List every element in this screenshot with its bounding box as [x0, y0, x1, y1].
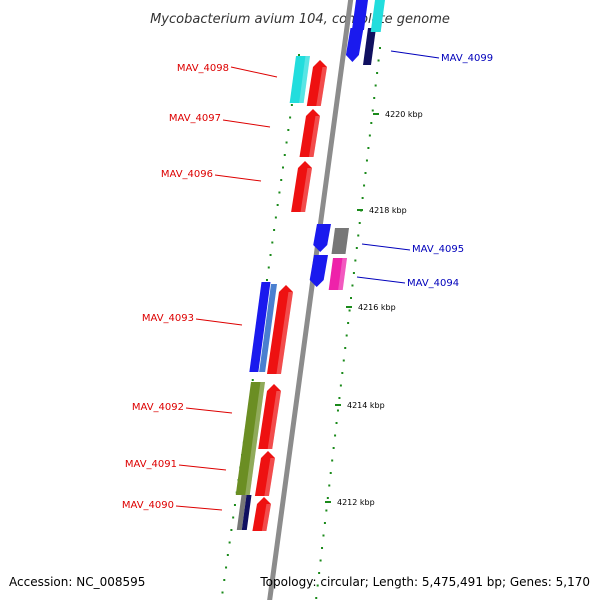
right-tick-rail: [315, 47, 381, 599]
gene-block-blue-4093: [249, 282, 271, 372]
gene-block-mav-4099: [345, 28, 364, 62]
genome-backbone: [267, 0, 354, 600]
gene-block-mav-4094: [309, 255, 328, 287]
kbp-label: 4214 kbp: [347, 401, 385, 410]
gene-block-top-blue: [351, 0, 368, 30]
map-title: Mycobacterium avium 104, complete genome: [150, 12, 450, 27]
genome-summary-text: Topology: circular; Length: 5,475,491 bp…: [259, 575, 590, 589]
gene-label-mav-4097: MAV_4097: [169, 113, 221, 124]
kbp-label: 4218 kbp: [369, 206, 407, 215]
gene-block-mav-4094-b-highlight: [338, 258, 347, 290]
gene-block-mav-4097-highlight: [308, 116, 320, 157]
gene-labels: MAV_4099 MAV_4098 MAV_4097 MAV_4096 MAV_4095…: [122, 50, 493, 511]
gene-block-top-cyan: [370, 0, 385, 32]
gene-leader-line: [178, 464, 227, 471]
gene-leader-line: [230, 66, 278, 78]
gene-leader-line: [222, 119, 271, 128]
gene-block-mav-4096-highlight: [300, 168, 312, 212]
gene-block-mav-4098-highlight: [316, 67, 327, 106]
gene-leader-line: [361, 243, 411, 251]
gene-block-lblue-4093: [259, 284, 277, 372]
gene-block-olive-4092-highlight: [245, 382, 265, 495]
gene-block-navy-4090: [241, 495, 252, 530]
gene-block-mav-4095: [313, 224, 331, 252]
gene-block-olive-4092: [235, 382, 265, 495]
gene-leader-line: [390, 50, 440, 59]
gene-leader-line: [195, 318, 243, 326]
gene-block-mav-4090: [252, 497, 271, 531]
gene-label-mav-4091: MAV_4091: [125, 459, 177, 470]
accession-text: Accession: NC_008595: [9, 575, 145, 589]
gene-block-cyan-4098-highlight: [299, 56, 310, 103]
gene-block-mav-4092-highlight: [267, 391, 281, 449]
gene-block-mav-4096: [291, 161, 312, 212]
gene-label-mav-4095: MAV_4095: [412, 244, 464, 255]
gene-label-mav-4096: MAV_4096: [161, 169, 213, 180]
gene-block-mav-4098: [306, 60, 327, 106]
kbp-labels: 4220 kbp 4218 kbp 4216 kbp 4214 kbp 4212 kbp: [325, 110, 423, 507]
gene-block-gray-4090: [236, 495, 247, 530]
gene-block-mav-4090-highlight: [261, 504, 271, 531]
kbp-label: 4216 kbp: [358, 303, 396, 312]
feature-blocks: [235, 0, 385, 531]
gene-block-mav-4092: [258, 384, 281, 449]
gene-leader-line: [214, 174, 262, 182]
kbp-label: 4220 kbp: [385, 110, 423, 119]
gene-block-mav-4094-b: [328, 258, 347, 290]
gene-label-mav-4094: MAV_4094: [407, 278, 459, 289]
gene-block-mav-4093: [266, 285, 293, 374]
gene-leader-line: [356, 276, 406, 284]
gene-block-mav-4099-b: [363, 28, 376, 65]
gene-block-mav-4091: [254, 451, 275, 496]
gene-block-mav-4093-highlight: [276, 292, 293, 374]
gene-block-mav-4097: [299, 109, 320, 157]
gene-label-mav-4092: MAV_4092: [132, 402, 184, 413]
gene-block-cyan-4098: [289, 56, 310, 103]
gene-block-mav-4095-b: [331, 228, 349, 254]
gene-block-mav-4091-highlight: [264, 458, 275, 496]
gene-label-mav-4090: MAV_4090: [122, 500, 174, 511]
gene-label-mav-4099: MAV_4099: [441, 53, 493, 64]
gene-leader-line: [185, 407, 233, 414]
gene-label-mav-4093: MAV_4093: [142, 313, 194, 324]
gene-leader-line: [175, 505, 223, 511]
gene-label-mav-4098: MAV_4098: [177, 63, 229, 74]
kbp-label: 4212 kbp: [337, 498, 375, 507]
